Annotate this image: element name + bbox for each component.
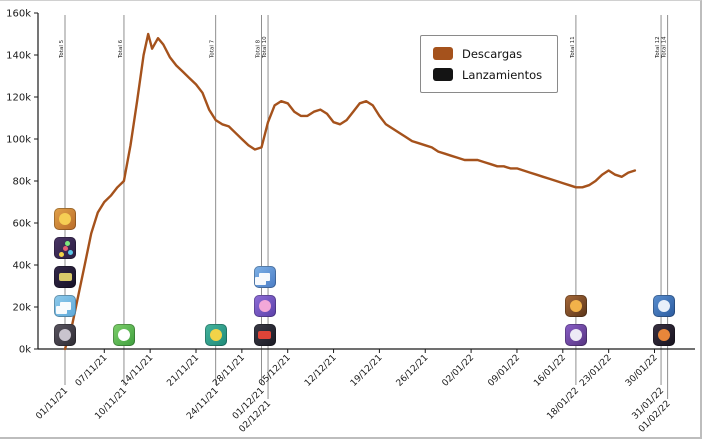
release-total-label: Total 10: [262, 36, 268, 59]
x-tick-label: 30/01/22: [624, 353, 660, 389]
x-tick-label: 09/01/22: [486, 353, 522, 389]
release-total-label: Total 8: [256, 39, 262, 59]
y-tick-label: 140k: [6, 51, 31, 62]
x-tick-label: 19/12/21: [349, 353, 385, 389]
lanzamientos-legend-label: Lanzamientos: [462, 67, 543, 82]
release-date-label: 18/01/22: [545, 386, 581, 422]
release-date-label: 10/11/21: [93, 386, 129, 422]
x-tick-label: 21/11/21: [165, 353, 201, 389]
legend-item-descargas: Descargas: [433, 47, 557, 61]
y-tick-label: 100k: [6, 135, 31, 146]
y-tick-label: 60k: [12, 219, 31, 230]
x-tick-label: 28/11/21: [211, 353, 247, 389]
release-date-label: 24/11/21: [185, 386, 221, 422]
x-tick-label: 23/01/22: [578, 353, 614, 389]
release-total-label: Total 6: [118, 39, 124, 59]
x-tick-label: 02/01/22: [441, 353, 477, 389]
release-total-label: Total 14: [662, 36, 668, 59]
release-total-label: Total 11: [570, 36, 576, 59]
release-date-label: 01/11/21: [34, 386, 70, 422]
legend-item-lanzamientos: Lanzamientos: [433, 68, 557, 82]
downloads-line: [63, 32, 637, 351]
x-tick-label: 05/12/21: [257, 353, 293, 389]
y-tick-label: 160k: [6, 9, 31, 20]
y-tick-label: 0k: [19, 345, 31, 356]
release-total-label: Total 5: [59, 39, 65, 59]
x-tick-label: 14/11/21: [120, 353, 156, 389]
release-total-label: Total 12: [655, 36, 661, 59]
chart-legend: Descargas Lanzamientos: [420, 35, 558, 93]
x-tick-label: 12/12/21: [303, 353, 339, 389]
lanzamientos-color-swatch: [433, 68, 453, 81]
x-tick-label: 26/12/21: [395, 353, 431, 389]
y-tick-label: 20k: [12, 303, 31, 314]
x-tick-label: 16/01/22: [532, 353, 568, 389]
descargas-legend-label: Descargas: [462, 46, 523, 61]
descargas-color-swatch: [433, 47, 453, 60]
x-tick-label: 07/11/21: [74, 353, 110, 389]
y-tick-label: 80k: [12, 177, 31, 188]
y-tick-label: 40k: [12, 261, 31, 272]
release-total-label: Total 7: [210, 39, 216, 59]
y-tick-label: 120k: [6, 93, 31, 104]
